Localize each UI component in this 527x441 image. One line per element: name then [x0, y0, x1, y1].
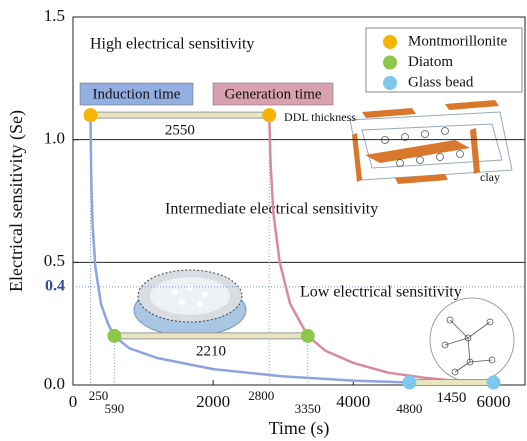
y-axis-title: Electrical sensitivity (Se)	[6, 110, 27, 292]
phase-label: Generation time	[224, 86, 321, 102]
duration-label: 2550	[165, 123, 195, 139]
legend-marker	[383, 35, 397, 49]
curve	[91, 115, 410, 382]
x-tick-label: 4000	[336, 392, 370, 411]
phase-label: Induction time	[93, 86, 181, 102]
y-tick-label: 1.0	[44, 129, 65, 148]
x-tick-label: 0	[69, 392, 78, 411]
marked-x-label: 590	[105, 401, 125, 416]
duration-label: 2210	[196, 343, 226, 359]
data-point	[262, 108, 276, 122]
legend-label: Diatom	[408, 54, 453, 70]
x-tick-label: 2000	[196, 392, 230, 411]
legend-label: Montmorillonite	[408, 33, 508, 49]
y-tick-label: 0.5	[44, 251, 65, 270]
inset-label: DDL thickness	[284, 110, 356, 124]
marked-y-label: 0.4	[45, 278, 65, 295]
x-axis-title: Time (s)	[269, 418, 330, 439]
inset-label: clay	[480, 170, 500, 184]
zone-label: High electrical sensitivity	[90, 36, 254, 53]
legend-label: Glass bead	[408, 74, 474, 90]
x-tick-label: 6000	[476, 392, 510, 411]
data-point	[107, 329, 121, 343]
data-point	[402, 376, 416, 390]
network-illustration	[430, 298, 514, 382]
zone-label: Low electrical sensitivity	[300, 284, 462, 301]
marked-x-label: 3350	[295, 401, 321, 416]
chart: 0.0 0.5 1.0 1.5 0 2000 4000 6000 Time (s) Electri…	[0, 0, 527, 441]
data-point	[301, 329, 315, 343]
data-point	[84, 108, 98, 122]
marked-x-label: 2800	[248, 388, 274, 403]
legend-marker	[383, 76, 397, 90]
data-point	[486, 376, 500, 390]
marked-x-label: 4800	[396, 401, 422, 416]
y-tick-label: 0.0	[44, 374, 65, 393]
legend-marker	[383, 56, 397, 70]
duration-label: 1450	[436, 390, 466, 406]
diatom-illustration	[134, 270, 246, 336]
y-tick-label: 1.5	[44, 6, 65, 25]
